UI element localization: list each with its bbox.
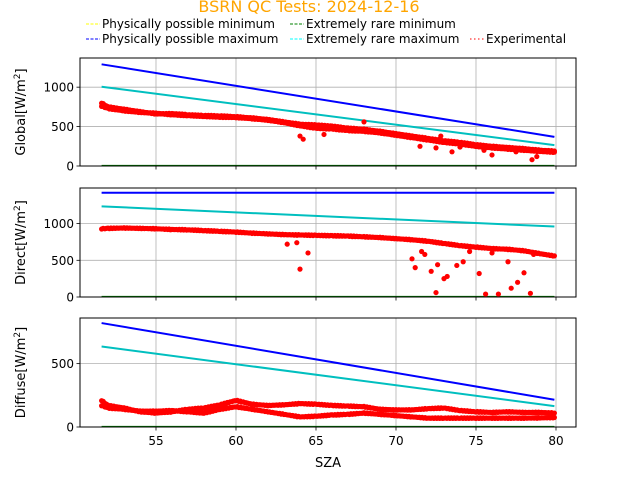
legend-label: Experimental [486,32,566,46]
data-point-outlier [521,270,527,276]
x-axis-label: SZA [315,456,341,471]
data-point [551,414,558,421]
data-point-outlier [294,240,300,246]
data-point-outlier [489,152,495,158]
data-point-outlier [476,270,482,277]
y-tick-label: 500 [51,120,74,134]
series-line-physically-possible-maximum [101,322,555,401]
y-axis-label: Direct[W/m2] [13,200,29,285]
plot-area [99,63,558,166]
legend-entry: Physically possible maximum [86,32,278,46]
data-point-outlier [321,131,327,138]
data-point-outlier [483,291,489,297]
data-point-outlier [481,147,487,153]
legend-label: Extremely rare minimum [306,17,456,31]
data-point-outlier [457,144,463,150]
legend: Physically possible minimum Extremely rar… [86,17,566,46]
axes-frame [79,57,577,167]
series-experimental [99,100,558,163]
panel-diffuse: 0 500 55 60 65 70 75 80 Diffuse[W/m2] SZA [13,317,577,471]
y-axis-label: Diffuse[W/m2] [13,327,29,418]
series-line-extremely-rare-maximum [101,345,555,408]
legend-entry: Extremely rare maximum [290,32,459,46]
data-point-outlier [305,250,311,256]
data-point-outlier [489,250,495,256]
plot-area [99,191,558,297]
data-point-outlier [433,289,439,296]
y-tick-label: 0 [66,421,74,435]
data-point-outlier [412,265,418,271]
x-tick-label: 55 [148,434,163,448]
series-line-physically-possible-maximum [101,63,555,138]
y-tick-label: 0 [66,160,74,174]
data-point-outlier [454,262,460,269]
legend-label: Physically possible minimum [102,17,275,31]
series-line-extremely-rare-maximum [101,85,555,147]
legend-label: Physically possible maximum [102,32,278,46]
x-tick-label: 80 [548,434,563,448]
y-tick-label: 500 [51,357,74,371]
data-point-outlier [417,143,423,149]
data-point-outlier [508,285,514,291]
x-tick-label: 70 [388,434,403,448]
legend-entry: Extremely rare minimum [290,17,456,31]
data-point-outlier [513,149,519,155]
data-point-outlier [444,273,450,280]
plot-area [99,322,558,427]
data-point-outlier [284,241,290,247]
data-point-outlier [297,266,303,272]
data-point-outlier [449,149,455,155]
data-point-outlier [467,248,473,255]
panel-global: 0 500 1000 Global[W/m2] [13,57,577,174]
legend-entry: Physically possible minimum [86,17,275,31]
data-point-outlier [435,262,441,268]
data-point-outlier [409,256,415,262]
data-point-outlier [531,251,537,258]
series-experimental [99,225,558,297]
x-tick-label: 75 [468,434,483,448]
data-point [551,253,558,259]
data-point-outlier [527,290,534,296]
legend-label: Extremely rare maximum [306,32,459,46]
data-point [551,410,558,416]
data-point-outlier [505,259,511,265]
y-tick-label: 1000 [43,217,74,231]
y-tick-label: 0 [66,291,74,305]
panel-direct: 0 500 1000 Direct[W/m2] [13,187,577,305]
axes-frame [79,317,577,428]
data-point-outlier [300,136,306,142]
y-axis-label: Global[W/m2] [13,68,29,155]
grid [80,188,576,298]
data-point-outlier [433,145,439,151]
data-point-outlier [460,259,466,265]
data-point-outlier [495,291,501,297]
legend-entry: Experimental [470,32,566,46]
x-tick-label: 65 [308,434,323,448]
data-point-outlier [422,251,428,258]
data-point-outlier [438,133,444,139]
data-point-outlier [361,119,367,125]
data-point-outlier [529,157,535,163]
x-tick-label: 60 [228,434,243,448]
data-point-outlier [515,279,521,285]
data-point-outlier [534,153,540,160]
series-experimental [99,397,558,422]
data-point [551,149,558,155]
panels: 0 500 1000 Global[W/m2] 0 500 1000 Direct[W/m2]… [13,57,577,471]
axes-frame [79,187,577,298]
y-tick-label: 500 [51,254,74,268]
data-point-outlier [428,268,434,274]
series-line-extremely-rare-maximum [101,205,555,228]
data-point-outlier [297,133,303,139]
y-tick-label: 1000 [43,81,74,95]
chart-title: BSRN QC Tests: 2024-12-16 [198,0,419,16]
